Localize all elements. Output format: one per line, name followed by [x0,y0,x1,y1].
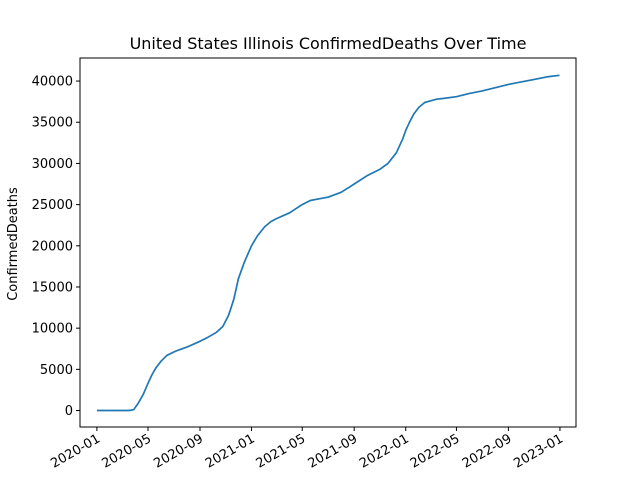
x-axis: 2020-012020-052020-092021-012021-052021-… [48,427,566,472]
x-tick-label: 2020-09 [151,431,206,471]
x-tick-label: 2023-01 [511,431,566,471]
y-tick-label: 20000 [32,239,73,254]
y-tick-label: 0 [65,404,73,419]
y-tick-label: 5000 [40,363,73,378]
y-tick-label: 10000 [32,322,73,337]
y-tick-label: 15000 [32,280,73,295]
x-tick-label: 2021-01 [203,431,258,471]
x-tick-label: 2021-09 [306,431,361,471]
plot-frame [79,57,577,428]
x-tick-label: 2022-09 [460,431,515,471]
y-axis: 0 5000 10000 15000 20000 25000 30000 35000 40000 [32,75,80,419]
y-tick-label: 30000 [32,157,73,172]
x-tick-label: 2021-05 [254,431,309,471]
x-tick-label: 2022-05 [408,431,463,471]
series-line [96,74,560,412]
y-axis-label: ConfirmedDeaths [6,187,21,301]
y-tick-label: 40000 [32,75,73,90]
x-tick-label: 2020-01 [48,431,103,471]
y-tick-label: 35000 [32,116,73,131]
x-tick-label: 2022-01 [357,431,412,471]
x-tick-label: 2020-05 [99,431,154,471]
chart-title: United States Illinois ConfirmedDeaths O… [130,34,527,53]
y-tick-label: 25000 [32,198,73,213]
